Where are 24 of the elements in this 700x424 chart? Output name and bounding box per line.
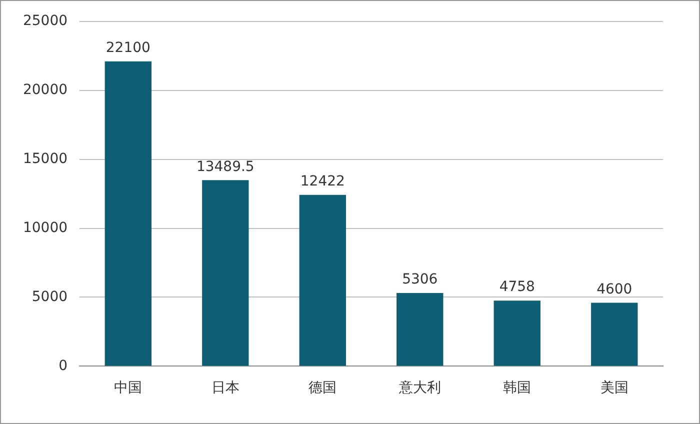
data-label: 12422	[300, 174, 345, 190]
x-tick-label: 日本	[211, 380, 240, 396]
bar	[202, 180, 249, 366]
bar	[299, 194, 346, 366]
bar	[591, 302, 638, 366]
bar	[104, 61, 152, 366]
bar	[396, 293, 444, 366]
y-tick-label: 10000	[22, 220, 68, 236]
data-label: 4600	[596, 281, 632, 298]
x-tick-label: 中国	[114, 380, 142, 396]
data-label: 13489.5	[196, 158, 254, 175]
y-tick-label: 15000	[22, 150, 68, 167]
x-tick-label: 意大利	[398, 380, 441, 396]
data-label: 4758	[499, 279, 535, 296]
data-label: 22100	[106, 40, 150, 56]
y-tick-label: 0	[58, 358, 68, 374]
data-label: 5306	[402, 272, 438, 288]
y-tick-label: 25000	[22, 13, 68, 30]
y-tick-label: 20000	[22, 82, 68, 98]
y-tick-label: 5000	[32, 288, 68, 305]
x-tick-label: 韩国	[503, 380, 532, 396]
x-tick-label: 美国	[600, 380, 628, 396]
bar	[494, 300, 540, 366]
x-tick-label: 德国	[308, 380, 337, 396]
